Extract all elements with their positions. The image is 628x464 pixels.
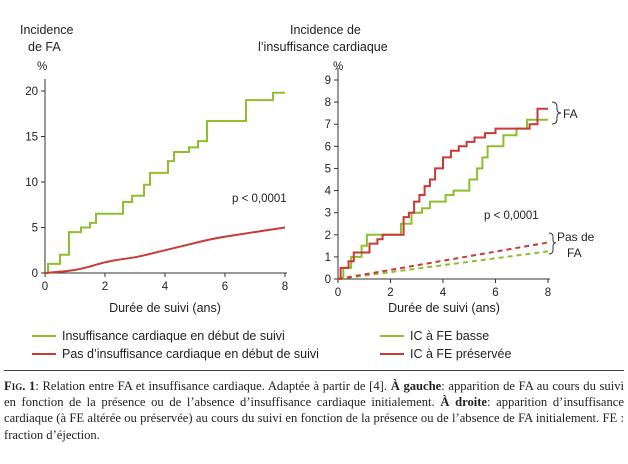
no-fa-bracket-label-line-1: Pas de: [557, 230, 595, 244]
left-chart-xlabel: Durée de suivi (ans): [109, 301, 221, 315]
caption-text-2: : apparition de FA au cours du suivi en …: [4, 379, 625, 410]
right-y-tick-label: 3: [325, 208, 331, 220]
caption-text-1: : Relation entre FA et insuffisance card…: [35, 379, 391, 393]
right-chart-title-line-1: Incidence de: [290, 23, 361, 37]
right-y-tick-label: 5: [325, 163, 331, 175]
left-chart-title-line-2: de FA: [28, 40, 61, 54]
left-x-tick-label: 8: [282, 281, 288, 293]
fa-bracket: [551, 101, 562, 125]
right-y-tick-label: 8: [325, 97, 331, 109]
left-x-tick-label: 0: [42, 281, 48, 293]
right-y-tick-label: 9: [325, 75, 331, 87]
right-chart-unit: %: [333, 61, 343, 73]
right-y-tick-label: 1: [325, 252, 331, 264]
legend-label-no-ic: Pas d’insuffisance cardiaque en début de…: [62, 347, 319, 361]
legend-label-ic: Insuffisance cardiaque en début de suivi: [62, 329, 285, 343]
figure-caption: Fig. 1: Relation entre FA et insuffisanc…: [4, 378, 624, 443]
left-y-tick-label: 15: [25, 132, 38, 144]
figure: Incidence de FA % p < 0,0001 Durée de su…: [20, 23, 595, 361]
left-y-tick-label: 5: [32, 223, 38, 235]
left-x-tick-label: 6: [222, 281, 228, 293]
right-series-ic-a-fe-preservee-1: [338, 107, 548, 280]
right-y-tick-label: 2: [325, 230, 331, 242]
right-y-tick-label: 4: [325, 186, 332, 198]
figure-svg: Incidence de FA % p < 0,0001 Durée de su…: [20, 23, 595, 361]
right-chart-xlabel: Durée de suivi (ans): [388, 301, 500, 315]
right-x-tick-label: 2: [387, 287, 393, 299]
fa-bracket-label: FA: [563, 107, 578, 121]
no-fa-bracket: [548, 232, 557, 255]
right-x-tick-label: 6: [492, 287, 498, 299]
right-chart-pvalue: p < 0,0001: [484, 210, 539, 222]
left-x-tick-label: 4: [162, 281, 169, 293]
right-legend: IC à FE basse IC à FE préservée: [380, 329, 511, 361]
right-series-ic-a-fe-basse-0: [338, 118, 548, 280]
charts-layer: 0 5 10 15 20 0 2 4 6 8 0 1 2 3 4 5 6 7 8 9 0 2 4 6 8: [25, 68, 551, 299]
left-y-tick-label: 10: [25, 177, 38, 189]
legend-label-fe-preservee: IC à FE préservée: [410, 347, 511, 361]
left-legend: Insuffisance cardiaque en début de suivi…: [32, 329, 319, 361]
left-chart-title-line-1: Incidence: [20, 23, 74, 37]
caption-right-label: À droite: [440, 395, 488, 410]
left-chart-pvalue: p < 0,0001: [232, 193, 287, 205]
left-y-tick-label: 0: [32, 268, 38, 280]
right-y-tick-label: 6: [325, 141, 331, 153]
left-y-tick-label: 20: [25, 86, 38, 98]
caption-left-label: À gauche: [390, 379, 442, 393]
left-series-pas-d-insuffisance-cardiaque-en-debut-de-suivi-1: [44, 226, 286, 274]
right-x-tick-label: 8: [545, 287, 551, 299]
right-x-tick-label: 4: [440, 287, 447, 299]
left-series-insuffisance-cardiaque-en-debut-de-suivi-0: [45, 91, 285, 274]
right-y-tick-label: 0: [325, 274, 331, 286]
right-y-tick-label: 7: [325, 119, 331, 131]
caption-rule: [4, 370, 624, 371]
right-series-ic-a-fe-basse-2: [337, 250, 549, 280]
right-x-tick-label: 0: [335, 287, 341, 299]
left-x-tick-label: 2: [102, 281, 108, 293]
left-chart-unit: %: [37, 61, 47, 73]
caption-text-3: : apparition d’insuffisance cardiaque (à…: [4, 395, 624, 442]
right-chart-title-line-2: l’insuffisance cardiaque: [258, 40, 388, 54]
caption-figure-number: Fig. 1: [4, 379, 36, 393]
no-fa-bracket-label-line-2: FA: [567, 246, 582, 260]
legend-label-fe-basse: IC à FE basse: [410, 329, 489, 343]
